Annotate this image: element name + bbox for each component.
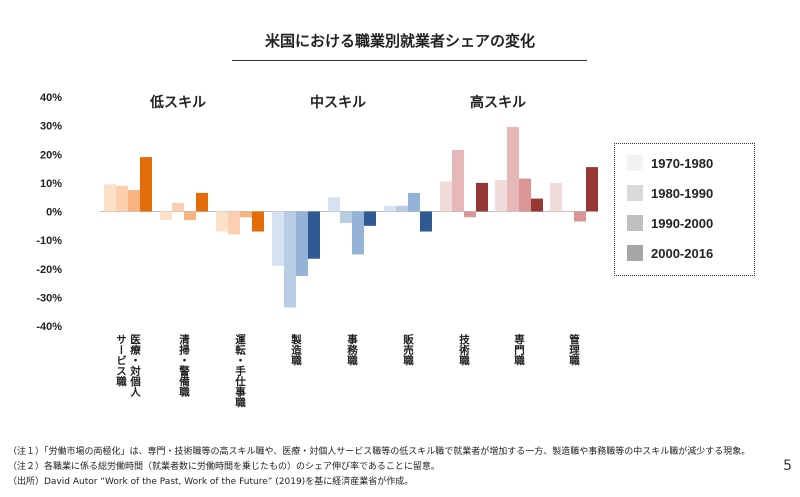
bar — [550, 182, 562, 212]
y-tick-label: -10% — [36, 235, 62, 247]
legend-item-1990-2000: 1990-2000 — [627, 214, 713, 232]
legend: 1970-1980 1980-1990 1990-2000 2000-2016 — [614, 143, 755, 276]
y-tick-label: 40% — [40, 92, 62, 104]
bar — [196, 192, 208, 212]
y-tick-label: 0% — [46, 207, 62, 219]
legend-item-2000-2016: 2000-2016 — [627, 244, 713, 262]
footnote-2: （注２）各職業に係る総労働時間（就業者数に労働時間を乗じたもの）のシェア伸び率で… — [8, 462, 440, 472]
legend-item-1980-1990: 1980-1990 — [627, 184, 713, 202]
y-tick-label: -20% — [36, 264, 62, 276]
bar — [574, 211, 586, 222]
bar — [340, 211, 352, 223]
bar — [228, 211, 240, 235]
bar — [364, 211, 376, 226]
bar — [308, 211, 320, 259]
bar — [464, 211, 476, 218]
bar — [420, 211, 432, 232]
category-label: サービス職 — [115, 334, 127, 387]
bar — [284, 211, 296, 308]
y-tick-label: 30% — [40, 121, 62, 133]
bar — [507, 127, 519, 212]
bar — [384, 205, 396, 212]
category-label: 製造職 — [290, 333, 302, 366]
category-label: 技術職 — [458, 333, 470, 366]
bar — [272, 211, 284, 266]
bar — [476, 182, 488, 212]
y-tick-label: 10% — [40, 178, 62, 190]
footnotes: （注１）「労働市場の両極化」は、専門・技術職等の高スキル職や、医療・対個人サービ… — [8, 445, 788, 490]
bar — [586, 167, 598, 212]
bar — [240, 211, 252, 218]
legend-item-1970-1980: 1970-1980 — [627, 154, 713, 172]
bar — [216, 211, 228, 232]
category-label: 医療・対個人 — [129, 334, 141, 397]
footnote-1: （注１）「労働市場の両極化」は、専門・技術職等の高スキル職や、医療・対個人サービ… — [8, 447, 751, 457]
bar — [328, 197, 340, 212]
bar — [408, 192, 420, 212]
group-label: 中スキル — [310, 94, 366, 111]
bar — [396, 205, 408, 212]
bar — [531, 198, 543, 212]
bar — [452, 149, 464, 212]
legend-swatch — [627, 155, 643, 171]
footnote-source: （出所）David Autor “Work of the Past, Work … — [8, 477, 414, 487]
group-label: 高スキル — [470, 94, 526, 111]
bar — [116, 185, 128, 212]
bar — [519, 178, 531, 212]
legend-label: 1980-1990 — [651, 185, 714, 201]
y-tick-label: 20% — [40, 149, 62, 161]
legend-label: 1970-1980 — [651, 155, 714, 171]
bar — [172, 202, 184, 212]
bar — [104, 184, 116, 212]
title-underline — [232, 60, 587, 61]
category-label: 事務職 — [346, 333, 358, 366]
bar — [252, 211, 264, 232]
legend-swatch — [627, 215, 643, 231]
bar — [352, 211, 364, 255]
y-tick-label: -30% — [36, 292, 62, 304]
legend-label: 1990-2000 — [651, 215, 714, 231]
bar — [562, 211, 574, 212]
bar — [184, 211, 196, 221]
legend-swatch — [627, 185, 643, 201]
bar — [128, 190, 140, 212]
chart-title: 米国における職業別就業者シェアの変化 — [264, 32, 535, 50]
group-label: 低スキル — [149, 94, 206, 111]
category-label: 運転・手仕事職 — [234, 334, 246, 408]
category-label: 清掃・警備職 — [178, 333, 190, 398]
category-label: 販売職 — [402, 333, 414, 366]
category-label: 管理職 — [568, 333, 580, 366]
page-number: 5 — [783, 458, 792, 474]
legend-label: 2000-2016 — [651, 245, 714, 261]
bar — [296, 211, 308, 276]
bar — [140, 157, 152, 212]
bar — [495, 180, 507, 212]
bar-chart: 40% 30% 20% 10% 0% -10% -20% -30% -40% 低スキル 中スキル 高ス… — [36, 92, 598, 408]
bar — [440, 181, 452, 212]
legend-swatch — [627, 245, 643, 261]
category-label: 専門職 — [513, 333, 525, 366]
y-tick-label: -40% — [36, 321, 62, 333]
bar — [160, 211, 172, 221]
